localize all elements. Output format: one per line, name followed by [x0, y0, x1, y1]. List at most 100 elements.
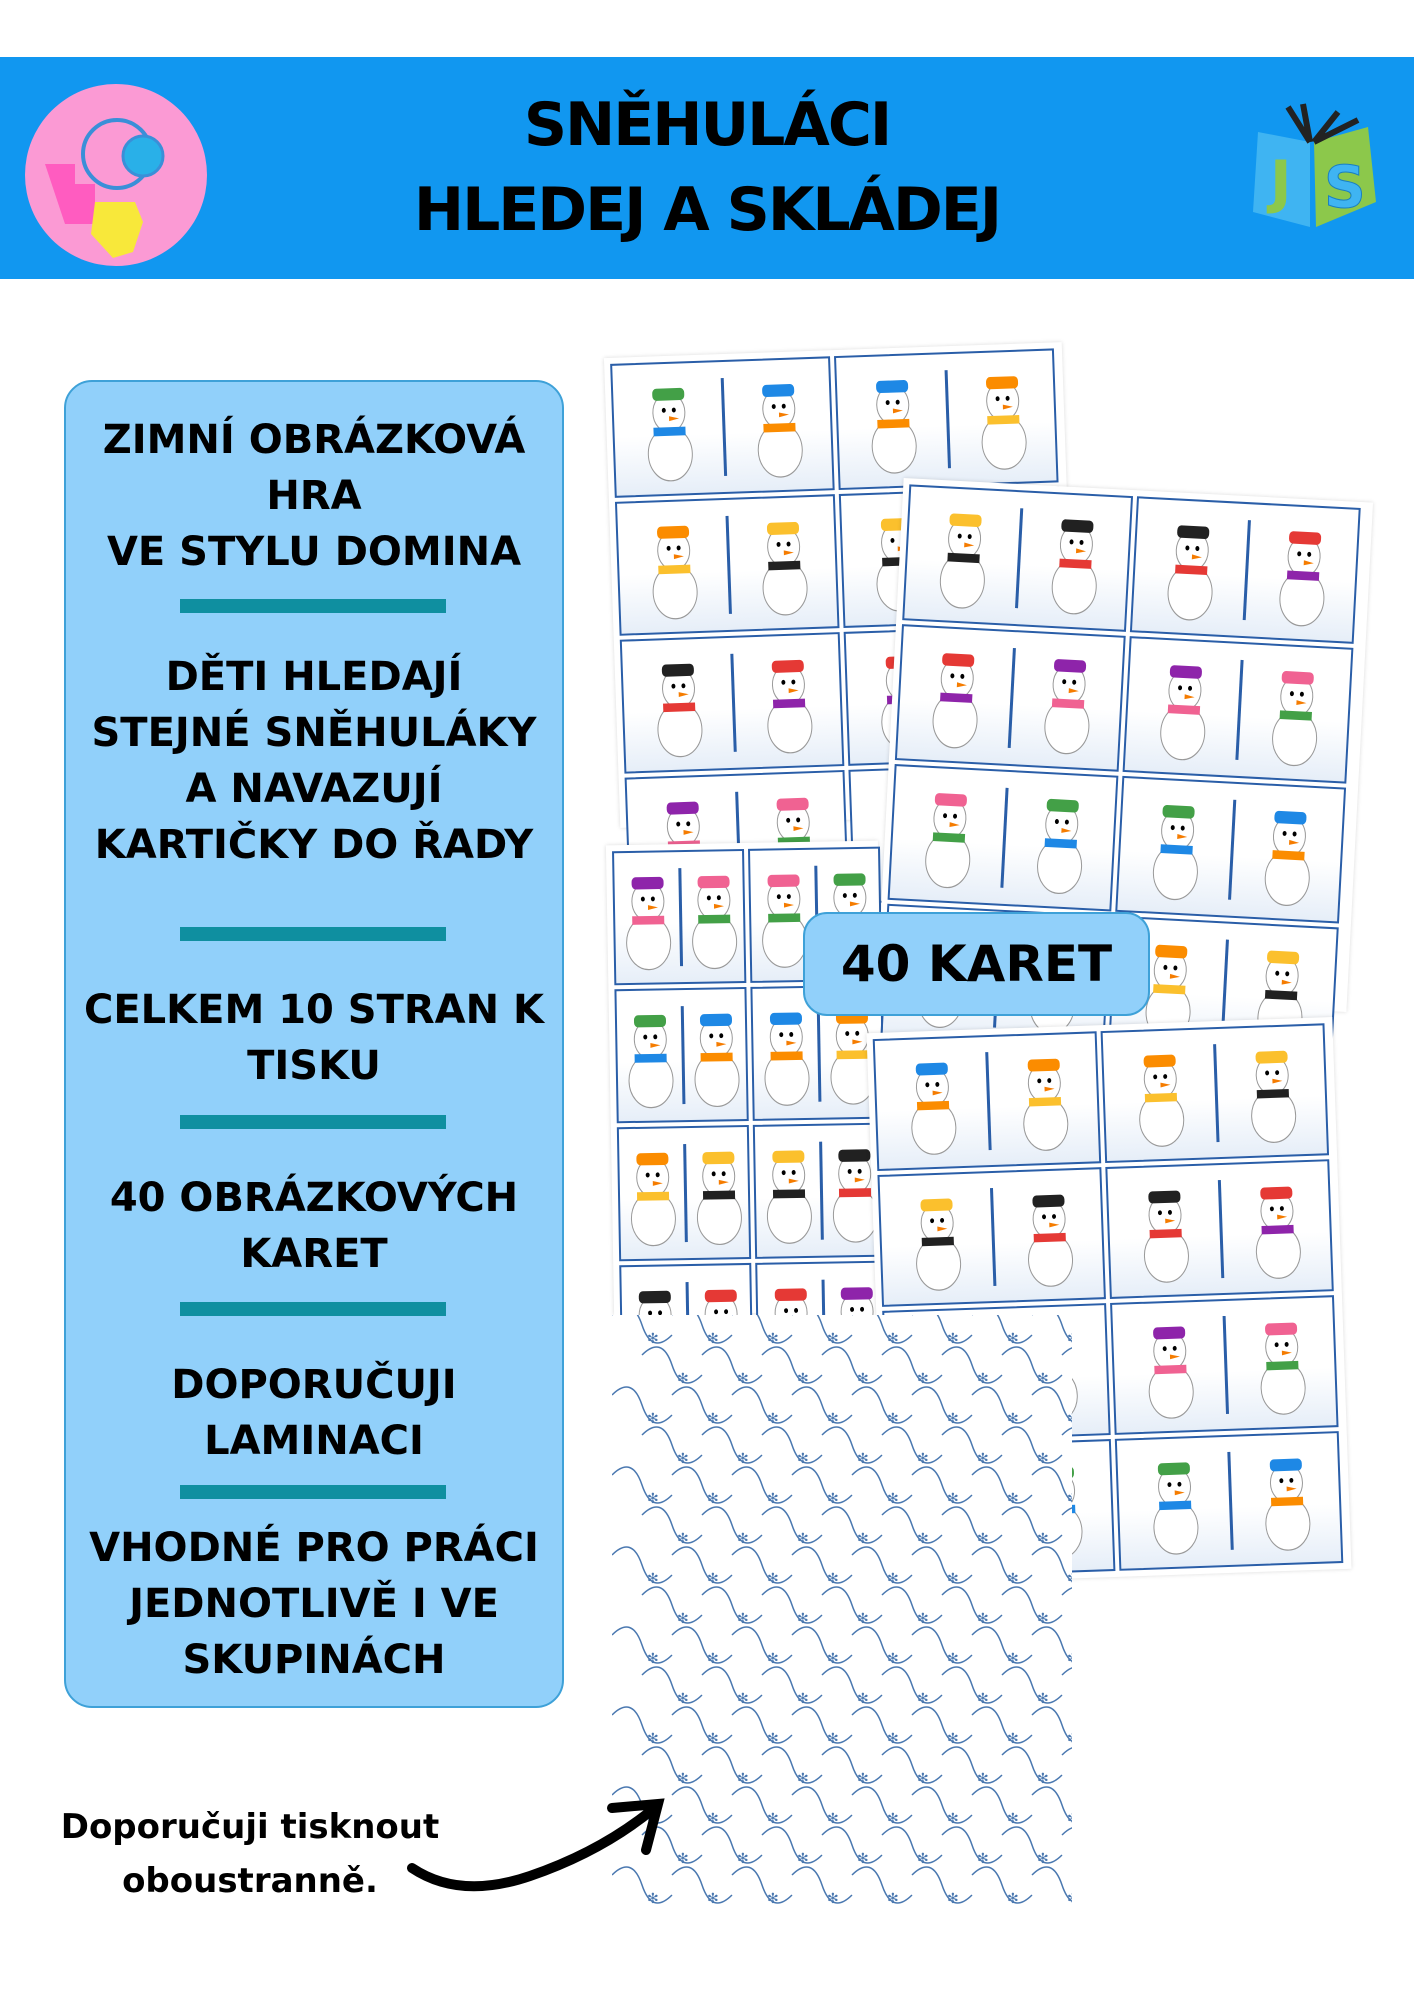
- domino-card: [887, 763, 1119, 912]
- snowman-icon: [694, 1013, 740, 1108]
- svg-text:✻: ✻: [827, 1891, 839, 1907]
- snowman-icon: [916, 1198, 962, 1291]
- svg-text:✻: ✻: [737, 1851, 749, 1867]
- panel-text-line: TISKU: [247, 1043, 381, 1089]
- svg-text:✻: ✻: [827, 1811, 839, 1827]
- book-js-logo: J S: [1248, 102, 1383, 232]
- svg-text:✻: ✻: [947, 1651, 959, 1667]
- svg-text:✻: ✻: [707, 1331, 719, 1347]
- svg-text:✻: ✻: [677, 1771, 689, 1787]
- svg-text:✻: ✻: [1007, 1731, 1019, 1747]
- domino-card: [750, 984, 885, 1121]
- svg-text:✻: ✻: [647, 1331, 659, 1347]
- domino-card: [877, 1167, 1106, 1307]
- svg-text:✻: ✻: [1067, 1651, 1072, 1667]
- panel-text-line: SKUPINÁCH: [182, 1637, 446, 1683]
- snowman-icon: [1143, 1190, 1189, 1283]
- svg-text:✻: ✻: [677, 1851, 689, 1867]
- domino-card: [614, 986, 749, 1124]
- divider: [180, 927, 446, 941]
- svg-text:✻: ✻: [947, 1891, 959, 1907]
- svg-text:✻: ✻: [797, 1371, 809, 1387]
- svg-text:✻: ✻: [827, 1331, 839, 1347]
- svg-text:✻: ✻: [737, 1451, 749, 1467]
- svg-text:✻: ✻: [887, 1331, 899, 1347]
- svg-text:✻: ✻: [917, 1531, 929, 1547]
- svg-text:✻: ✻: [677, 1691, 689, 1707]
- svg-text:✻: ✻: [977, 1371, 989, 1387]
- snowman-icon: [696, 1151, 742, 1246]
- svg-text:✻: ✻: [797, 1771, 809, 1787]
- svg-text:✻: ✻: [737, 1531, 749, 1547]
- snowman-icon: [1023, 1058, 1069, 1151]
- svg-text:✻: ✻: [677, 1451, 689, 1467]
- card-back-pattern: ✻ ✻ ✻ ✻ ✻ ✻ ✻ ✻ ✻ ✻ ✻ ✻ ✻ ✻ ✻ ✻ ✻ ✻ ✻ ✻ ✻ ✻ ✻ ✻ ✻ ✻ ✻ ✻ ✻ ✻ ✻ ✻ ✻ ✻ ✻ ✻ ✻ ✻ ✻ ✻…: [611, 1306, 1123, 1915]
- domino-card: [619, 632, 845, 774]
- svg-text:✻: ✻: [1007, 1891, 1019, 1907]
- svg-text:✻: ✻: [1037, 1611, 1049, 1627]
- snowman-icon: [652, 525, 698, 620]
- domino-card: [1115, 775, 1347, 924]
- svg-text:✻: ✻: [647, 1571, 659, 1587]
- snowman-icon: [1152, 804, 1198, 901]
- snowman-icon: [766, 1150, 812, 1244]
- svg-text:✻: ✻: [767, 1491, 779, 1507]
- header-banner: SNĚHULÁCI HLEDEJ A SKLÁDEJ J S: [0, 57, 1414, 279]
- snowman-icon: [630, 1152, 676, 1247]
- panel-text-line: 40 OBRÁZKOVÝCH: [109, 1175, 519, 1221]
- svg-text:✻: ✻: [1007, 1331, 1019, 1347]
- snowman-icon: [1037, 798, 1083, 895]
- svg-text:✻: ✻: [797, 1531, 809, 1547]
- svg-text:✻: ✻: [1007, 1571, 1019, 1587]
- card-count-badge: 40 KARET: [803, 912, 1150, 1016]
- logo-letter-s: S: [1324, 153, 1366, 221]
- snowman-icon: [911, 1062, 957, 1155]
- svg-text:✻: ✻: [827, 1731, 839, 1747]
- svg-text:✻: ✻: [1007, 1491, 1019, 1507]
- svg-text:✻: ✻: [767, 1811, 779, 1827]
- svg-text:✻: ✻: [707, 1891, 719, 1907]
- domino-card: [1114, 1431, 1344, 1571]
- svg-text:✻: ✻: [737, 1691, 749, 1707]
- snowman-icon: [932, 653, 978, 749]
- domino-card: [1122, 636, 1354, 784]
- svg-text:✻: ✻: [947, 1411, 959, 1427]
- panel-text-line: A NAVAZUJÍ: [185, 766, 443, 812]
- svg-text:✻: ✻: [1067, 1571, 1072, 1587]
- snowman-icon: [832, 1149, 878, 1243]
- svg-text:✻: ✻: [947, 1331, 959, 1347]
- svg-text:✻: ✻: [887, 1571, 899, 1587]
- snowman-icon: [1044, 659, 1090, 755]
- svg-text:✻: ✻: [1067, 1411, 1072, 1427]
- svg-text:✻: ✻: [677, 1611, 689, 1627]
- svg-text:✻: ✻: [887, 1651, 899, 1667]
- svg-text:✻: ✻: [707, 1651, 719, 1667]
- svg-text:✻: ✻: [827, 1651, 839, 1667]
- svg-text:✻: ✻: [857, 1451, 869, 1467]
- svg-text:✻: ✻: [707, 1811, 719, 1827]
- svg-text:✻: ✻: [917, 1771, 929, 1787]
- svg-text:✻: ✻: [947, 1491, 959, 1507]
- panel-text-line: ZIMNÍ OBRÁZKOVÁ: [102, 417, 526, 463]
- svg-text:✻: ✻: [1037, 1371, 1049, 1387]
- snowman-icon: [1051, 519, 1097, 615]
- snowman-icon: [626, 876, 672, 971]
- svg-text:✻: ✻: [647, 1651, 659, 1667]
- snowman-icon: [628, 1014, 674, 1109]
- panel-text-line: DOPORUČUJI: [171, 1362, 457, 1408]
- svg-text:✻: ✻: [647, 1491, 659, 1507]
- svg-text:✻: ✻: [827, 1411, 839, 1427]
- svg-text:✻: ✻: [917, 1611, 929, 1627]
- svg-text:✻: ✻: [797, 1451, 809, 1467]
- domino-card: [834, 348, 1059, 491]
- svg-text:✻: ✻: [947, 1811, 959, 1827]
- snowman-icon: [1148, 1326, 1194, 1419]
- snowman-icon: [830, 1011, 876, 1105]
- snowman-icon: [1028, 1194, 1074, 1287]
- card-sheet-3: [605, 840, 890, 1400]
- domino-card: [752, 1122, 888, 1259]
- svg-text:✻: ✻: [827, 1571, 839, 1587]
- svg-text:✻: ✻: [707, 1731, 719, 1747]
- domino-card: [610, 356, 835, 498]
- domino-card: [1129, 496, 1361, 644]
